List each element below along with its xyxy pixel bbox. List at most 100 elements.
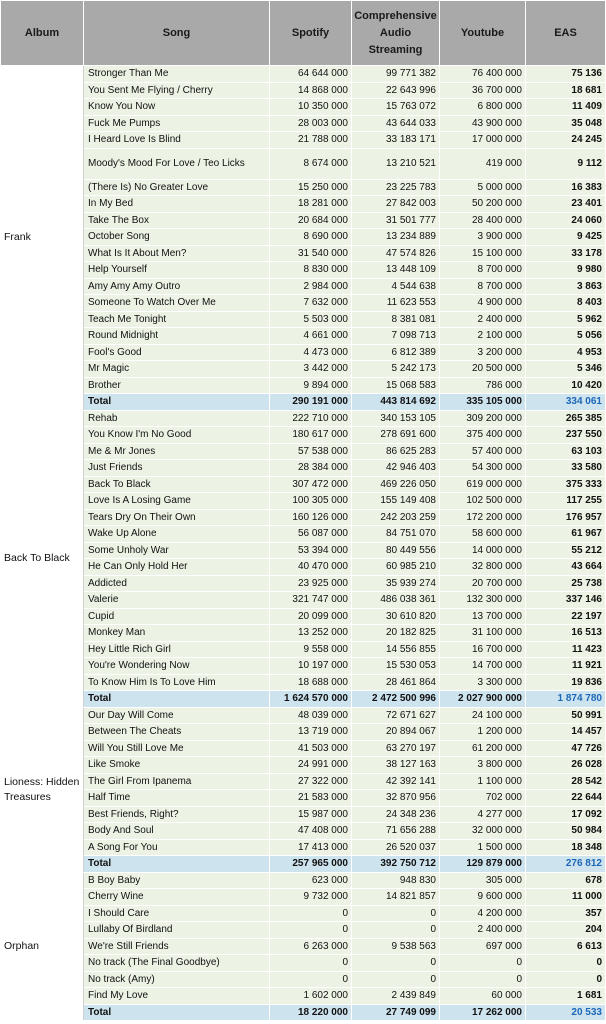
song-title: B Boy Baby: [83, 871, 270, 889]
cas-value: 20 894 067: [351, 723, 440, 741]
spotify-value: 180 617 000: [269, 426, 352, 444]
spotify-value: 100 305 000: [269, 492, 352, 510]
table-row: Love Is A Losing Game 100 305 000 155 149 …: [1, 492, 606, 510]
song-title: Brother: [83, 376, 270, 394]
cas-value: 47 574 826: [351, 244, 440, 262]
table-row: Between The Cheats 13 719 000 20 894 067 1 …: [1, 723, 606, 741]
spotify-value: 13 719 000: [269, 723, 352, 741]
song-title: The Girl From Ipanema: [83, 772, 270, 790]
song-title: Lullaby Of Birdland: [83, 921, 270, 939]
table-row: Help Yourself 8 830 000 13 448 109 8 700 00…: [1, 261, 606, 279]
total-row: Total 1 624 570 000 2 472 500 996 2 027 900…: [1, 690, 606, 708]
total-eas: 276 812: [525, 855, 606, 873]
youtube-value: 17 000 000: [439, 131, 526, 149]
table-row: In My Bed 18 281 000 27 842 003 50 200 000 2…: [1, 195, 606, 213]
table-row: I Heard Love Is Blind 21 788 000 33 183 17…: [1, 131, 606, 149]
eas-value: 0: [525, 970, 606, 988]
spotify-value: 13 252 000: [269, 624, 352, 642]
eas-value: 9 425: [525, 228, 606, 246]
eas-value: 47 726: [525, 739, 606, 757]
table-row: To Know Him Is To Love Him 18 688 000 28 4…: [1, 673, 606, 691]
total-spotify: 290 191 000: [269, 393, 352, 411]
youtube-value: 2 100 000: [439, 327, 526, 345]
table-row: Moody's Mood For Love / Teo Licks 8 674 0…: [1, 147, 606, 180]
cas-value: 31 501 777: [351, 211, 440, 229]
youtube-value: 4 900 000: [439, 294, 526, 312]
cas-value: 72 671 627: [351, 706, 440, 724]
cas-value: 155 149 408: [351, 492, 440, 510]
eas-value: 28 542: [525, 772, 606, 790]
table-row: Fuck Me Pumps 28 003 000 43 644 033 43 900 …: [1, 114, 606, 132]
spotify-value: 57 538 000: [269, 442, 352, 460]
youtube-value: 3 200 000: [439, 343, 526, 361]
cas-value: 23 225 783: [351, 178, 440, 196]
table-row: A Song For You 17 413 000 26 520 037 1 500 …: [1, 838, 606, 856]
youtube-value: 305 000: [439, 871, 526, 889]
eas-value: 33 178: [525, 244, 606, 262]
spotify-value: 23 925 000: [269, 574, 352, 592]
youtube-value: 76 400 000: [439, 65, 526, 83]
song-title: He Can Only Hold Her: [83, 558, 270, 576]
total-cas: 443 814 692: [351, 393, 440, 411]
table-row: I Should Care 0 0 4 200 000 357: [1, 904, 606, 922]
table-row: You Sent Me Flying / Cherry 14 868 000 22 …: [1, 81, 606, 99]
spotify-value: 21 583 000: [269, 789, 352, 807]
eas-value: 4 953: [525, 343, 606, 361]
eas-value: 11 409: [525, 98, 606, 116]
table-row: Find My Love 1 602 000 2 439 849 60 000 1 68…: [1, 987, 606, 1005]
youtube-value: 0: [439, 970, 526, 988]
spotify-value: 15 987 000: [269, 805, 352, 823]
eas-value: 117 255: [525, 492, 606, 510]
song-title: Find My Love: [83, 987, 270, 1005]
cas-value: 60 985 210: [351, 558, 440, 576]
total-eas: 334 061: [525, 393, 606, 411]
youtube-value: 14 000 000: [439, 541, 526, 559]
cas-value: 38 127 163: [351, 756, 440, 774]
eas-value: 50 991: [525, 706, 606, 724]
youtube-value: 3 300 000: [439, 673, 526, 691]
youtube-value: 3 800 000: [439, 756, 526, 774]
youtube-value: 375 400 000: [439, 426, 526, 444]
spotify-value: 14 868 000: [269, 81, 352, 99]
spotify-value: 40 470 000: [269, 558, 352, 576]
song-title: Moody's Mood For Love / Teo Licks: [83, 147, 270, 180]
song-title: I Should Care: [83, 904, 270, 922]
table-row: We're Still Friends 6 263 000 9 538 563 697…: [1, 937, 606, 955]
song-title: You're Wondering Now: [83, 657, 270, 675]
cas-value: 27 842 003: [351, 195, 440, 213]
table-row: Wake Up Alone 56 087 000 84 751 070 58 600 …: [1, 525, 606, 543]
total-youtube: 129 879 000: [439, 855, 526, 873]
youtube-value: 309 200 000: [439, 409, 526, 427]
eas-value: 22 197: [525, 607, 606, 625]
cas-value: 5 242 173: [351, 360, 440, 378]
youtube-value: 50 200 000: [439, 195, 526, 213]
youtube-value: 4 200 000: [439, 904, 526, 922]
youtube-value: 54 300 000: [439, 459, 526, 477]
eas-value: 16 383: [525, 178, 606, 196]
spotify-value: 9 558 000: [269, 640, 352, 658]
youtube-value: 43 900 000: [439, 114, 526, 132]
table-row: Some Unholy War 53 394 000 80 449 556 14 00…: [1, 541, 606, 559]
youtube-value: 2 400 000: [439, 921, 526, 939]
table-row: Know You Now 10 350 000 15 763 072 6 800 00…: [1, 98, 606, 116]
youtube-value: 8 700 000: [439, 261, 526, 279]
youtube-value: 697 000: [439, 937, 526, 955]
song-title: In My Bed: [83, 195, 270, 213]
table-row: The Girl From Ipanema 27 322 000 42 392 14…: [1, 772, 606, 790]
spotify-value: 24 991 000: [269, 756, 352, 774]
spotify-value: 8 830 000: [269, 261, 352, 279]
cas-value: 340 153 105: [351, 409, 440, 427]
youtube-value: 32 000 000: [439, 822, 526, 840]
table-row: What Is It About Men? 31 540 000 47 574 82…: [1, 244, 606, 262]
song-title: October Song: [83, 228, 270, 246]
spotify-value: 20 684 000: [269, 211, 352, 229]
eas-value: 35 048: [525, 114, 606, 132]
cas-value: 43 644 033: [351, 114, 440, 132]
spotify-value: 27 322 000: [269, 772, 352, 790]
eas-value: 11 423: [525, 640, 606, 658]
eas-value: 18 348: [525, 838, 606, 856]
eas-value: 0: [525, 954, 606, 972]
cas-value: 0: [351, 954, 440, 972]
table-row: Take The Box 20 684 000 31 501 777 28 400 0…: [1, 211, 606, 229]
eas-value: 176 957: [525, 508, 606, 526]
